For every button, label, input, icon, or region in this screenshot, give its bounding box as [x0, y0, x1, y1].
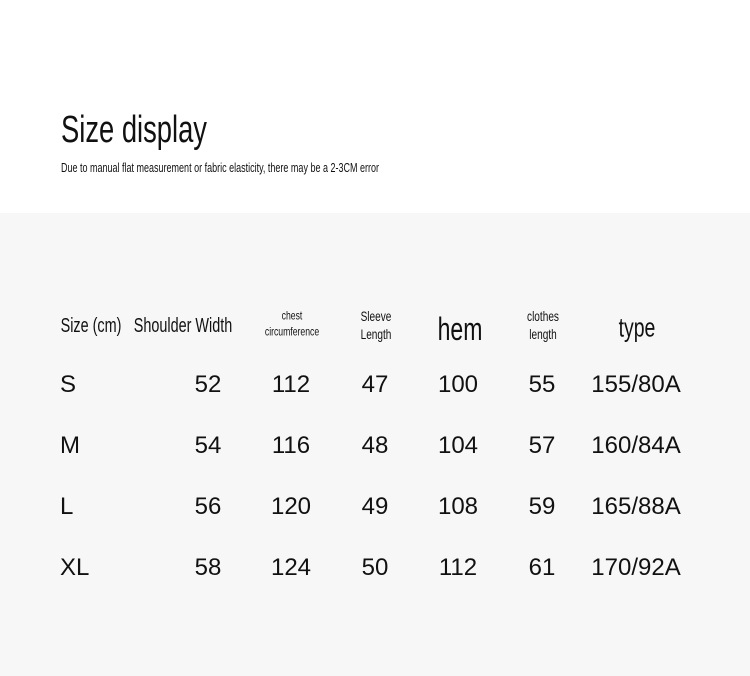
column-header-line: Length — [360, 326, 392, 342]
measurement-note: Due to manual flat measurement or fabric… — [61, 160, 503, 176]
column-header-sleeve-length: Sleeve Length — [361, 307, 392, 343]
cell-shoulder-width: 58 — [194, 554, 222, 581]
column-header-clothes-length: clothes length — [527, 307, 559, 343]
cell-size: S — [60, 371, 77, 398]
cell-sleeve-length: 50 — [361, 554, 389, 581]
page-title-text: Size display — [61, 109, 207, 151]
cell-chest-circumference: 112 — [271, 371, 311, 398]
cell-chest-circumference: 116 — [271, 432, 311, 459]
column-header-type: type — [618, 312, 656, 343]
page-title: Size display — [61, 108, 264, 152]
column-header-hem: hem — [437, 311, 483, 348]
cell-clothes-length: 61 — [528, 554, 556, 581]
column-header-chest-circumference: chest circumference — [265, 308, 319, 339]
cell-chest-circumference: 124 — [270, 554, 312, 581]
cell-size: M — [60, 432, 80, 459]
cell-hem: 112 — [438, 554, 478, 581]
column-header-shoulder-width: Shoulder Width — [133, 315, 233, 337]
cell-type: 165/88A — [591, 493, 681, 520]
cell-sleeve-length: 48 — [361, 432, 389, 459]
cell-shoulder-width: 56 — [194, 493, 222, 520]
cell-hem: 100 — [437, 371, 479, 398]
cell-type: 155/80A — [591, 371, 681, 398]
cell-clothes-length: 59 — [528, 493, 556, 520]
cell-hem: 104 — [437, 432, 479, 459]
cell-type: 160/84A — [591, 432, 681, 459]
cell-shoulder-width: 52 — [194, 371, 222, 398]
cell-clothes-length: 55 — [528, 371, 556, 398]
cell-type: 170/92A — [591, 554, 681, 581]
cell-shoulder-width: 54 — [194, 432, 222, 459]
column-header-line: chest — [281, 308, 303, 323]
column-header-line: clothes — [527, 307, 559, 324]
cell-size: L — [60, 493, 74, 520]
cell-sleeve-length: 49 — [361, 493, 389, 520]
measurement-note-text: Due to manual flat measurement or fabric… — [61, 161, 379, 175]
cell-clothes-length: 57 — [528, 432, 556, 459]
cell-chest-circumference: 120 — [270, 493, 312, 520]
column-header-size: Size (cm) — [60, 315, 122, 337]
cell-size: XL — [60, 554, 90, 581]
column-header-line: length — [529, 326, 557, 342]
column-header-line: circumference — [264, 324, 320, 338]
cell-sleeve-length: 47 — [361, 371, 389, 398]
size-table-panel: Size (cm) Shoulder Width chest circumferenc… — [0, 213, 750, 676]
column-header-line: Sleeve — [360, 307, 392, 324]
cell-hem: 108 — [437, 493, 479, 520]
